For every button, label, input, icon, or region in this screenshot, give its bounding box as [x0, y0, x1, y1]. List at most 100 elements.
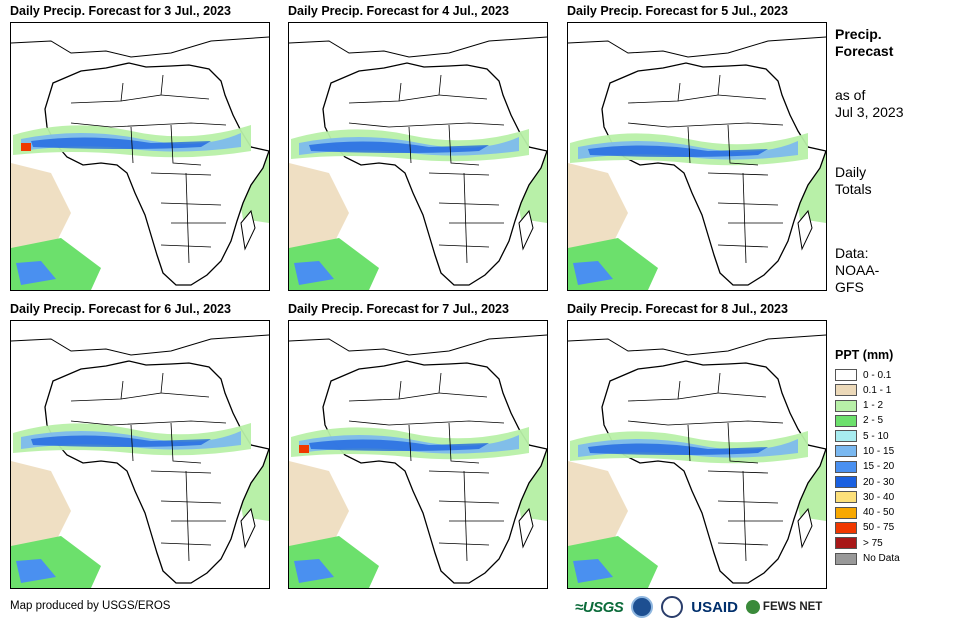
country-border [438, 500, 500, 504]
country-border [742, 470, 747, 562]
red-precip-area [299, 445, 309, 453]
blue-precip-area [31, 435, 211, 447]
legend-swatch [835, 506, 857, 519]
africa-map [11, 334, 269, 588]
country-border [160, 202, 222, 206]
legend-label: 50 - 75 [863, 522, 895, 534]
madagascar-outline [240, 209, 256, 251]
country-border [185, 172, 190, 264]
country-border [438, 542, 490, 546]
precip-map [288, 320, 548, 589]
africa-map [568, 36, 826, 290]
forecast-panel: Daily Precip. Forecast for 7 Jul., 2023 [288, 302, 548, 589]
legend-label: 2 - 5 [863, 415, 884, 427]
country-border [707, 172, 769, 176]
country-border [428, 172, 490, 176]
country-border [428, 470, 490, 474]
country-border [717, 392, 767, 398]
usgs-logo: ≈USGS [575, 598, 624, 616]
legend-label: 30 - 40 [863, 491, 895, 503]
blue-precip-area [588, 145, 768, 157]
legend-item: > 75 [835, 536, 900, 550]
legend-label: 0 - 0.1 [863, 369, 892, 381]
country-border [438, 244, 490, 248]
continent-outline [322, 62, 547, 286]
legend-item: 10 - 15 [835, 444, 900, 458]
legend-label: 0.1 - 1 [863, 384, 892, 396]
africa-map [11, 36, 269, 290]
africa-map [289, 36, 547, 290]
legend-item: 15 - 20 [835, 460, 900, 474]
legend-label: No Data [863, 553, 900, 565]
europe-coast [568, 334, 826, 356]
legend-item: 30 - 40 [835, 490, 900, 504]
blue-precip-area [294, 261, 334, 285]
legend-label: 15 - 20 [863, 461, 895, 473]
legend-swatch [835, 552, 857, 565]
as-of-date: as of Jul 3, 2023 [835, 87, 904, 120]
europe-coast [289, 36, 547, 58]
continent-outline [601, 62, 826, 286]
tan-precip-area [289, 461, 349, 561]
country-border [438, 202, 500, 206]
tan-precip-area [11, 163, 71, 263]
precip-map [10, 320, 270, 589]
madagascar-outline [518, 507, 534, 549]
africa-map [568, 334, 826, 588]
legend-item: 40 - 50 [835, 506, 900, 520]
europe-coast [11, 36, 269, 58]
country-border [627, 420, 784, 426]
country-border [130, 424, 134, 462]
legend-label: 1 - 2 [863, 400, 884, 412]
blue-precip-area [309, 141, 489, 153]
country-border [448, 422, 480, 464]
map-credit: Map produced by USGS/EROS [10, 600, 171, 612]
precip-map [567, 22, 827, 291]
forecast-panel: Daily Precip. Forecast for 8 Jul., 2023 [567, 302, 827, 589]
country-border [727, 124, 759, 166]
state-dept-seal-icon [661, 596, 684, 618]
legend-swatch [835, 491, 857, 504]
forecast-panel: Daily Precip. Forecast for 6 Jul., 2023 [10, 302, 270, 589]
legend-item: 0.1 - 1 [835, 383, 900, 397]
legend-label: 20 - 30 [863, 476, 895, 488]
legend-swatch [835, 521, 857, 534]
precip-map [567, 320, 827, 589]
continent-outline [44, 360, 269, 584]
forecast-panel: Daily Precip. Forecast for 4 Jul., 2023 [288, 4, 548, 291]
legend-swatch [835, 460, 857, 473]
tan-precip-area [289, 163, 349, 263]
madagascar-outline [240, 507, 256, 549]
country-border [742, 172, 747, 264]
blue-precip-area [31, 137, 211, 149]
country-border [160, 94, 210, 100]
country-border [408, 424, 412, 462]
daily-totals-label: Daily Totals [835, 164, 872, 197]
legend-item: 2 - 5 [835, 414, 900, 428]
country-border [348, 420, 505, 426]
europe-coast [568, 36, 826, 58]
country-border [438, 94, 488, 100]
legend-item: 1 - 2 [835, 399, 900, 413]
country-border [717, 202, 779, 206]
country-border [627, 122, 784, 128]
continent-outline [322, 360, 547, 584]
side-title: Precip. Forecast [835, 26, 894, 59]
country-border [185, 470, 190, 562]
blue-precip-area [588, 443, 768, 455]
country-border [687, 126, 691, 164]
blue-precip-area [309, 439, 489, 451]
legend-item: 20 - 30 [835, 475, 900, 489]
tan-precip-area [11, 461, 71, 561]
country-border [348, 122, 505, 128]
fews-net-logo: FEWS NET [745, 600, 822, 614]
tan-precip-area [568, 461, 628, 561]
legend-swatch [835, 399, 857, 412]
country-border [160, 542, 212, 546]
legend-swatch [835, 445, 857, 458]
country-border [170, 422, 202, 464]
usaid-logo: USAID [691, 598, 738, 616]
madagascar-outline [518, 209, 534, 251]
tan-precip-area [568, 163, 628, 263]
legend-swatch [835, 414, 857, 427]
